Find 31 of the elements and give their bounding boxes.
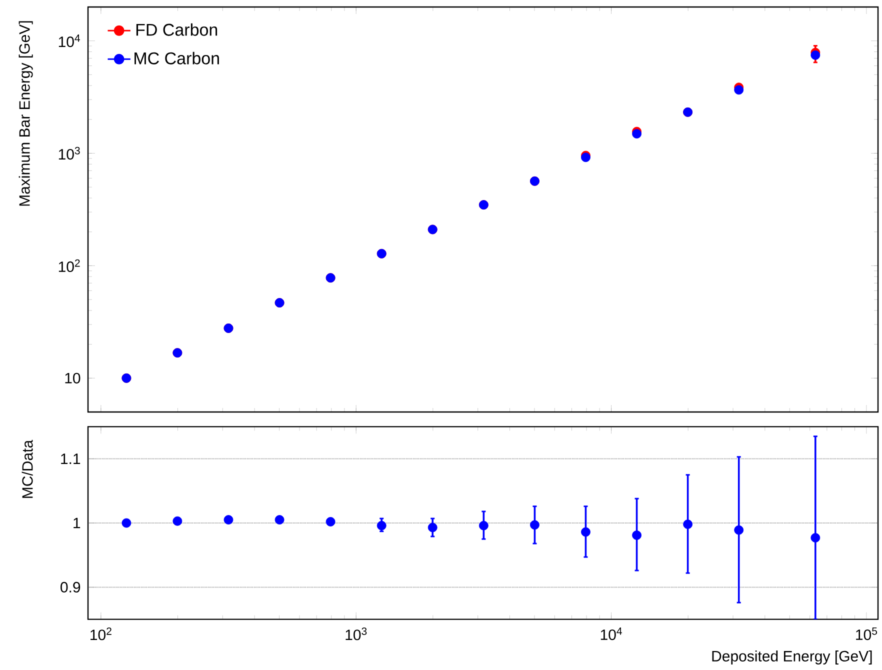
point (683, 520, 693, 529)
y-tick-label: 10 (65, 372, 80, 384)
legend-label: MC Carbon (134, 52, 219, 64)
x-tick-label: 10$^{3}$ (346, 628, 367, 640)
point (632, 530, 642, 540)
y-tick-label: 10$^{4}$ (58, 34, 80, 48)
x-tick-label: 10$^{5}$ (856, 628, 878, 640)
y-axis-title: MC/Data (22, 440, 33, 498)
point (581, 527, 590, 537)
point (122, 518, 132, 528)
point (172, 516, 182, 526)
point (632, 129, 642, 138)
point (734, 85, 744, 95)
point (428, 522, 438, 532)
point (326, 517, 336, 526)
point (530, 520, 540, 530)
y-axis-title: Maximum Bar Energy [GeV] (18, 21, 33, 206)
legend-label: FD Carbon (136, 23, 218, 36)
x-tick-label: 10$^{2}$ (90, 628, 112, 640)
x-axis-title: Deposited Energy [GeV] (712, 650, 872, 664)
point (478, 520, 488, 530)
y-tick-label: 10$^{2}$ (58, 259, 80, 272)
point (376, 520, 386, 530)
point (274, 515, 284, 524)
point (224, 515, 234, 524)
y-tick-label: 1.1 (61, 454, 80, 464)
y-tick-label: 1 (74, 518, 80, 528)
y-tick-label: 10$^{3}$ (58, 146, 80, 160)
y-tick-label: 0.9 (60, 582, 80, 593)
point (734, 525, 744, 535)
x-tick-label: 10$^{4}$ (600, 628, 622, 640)
